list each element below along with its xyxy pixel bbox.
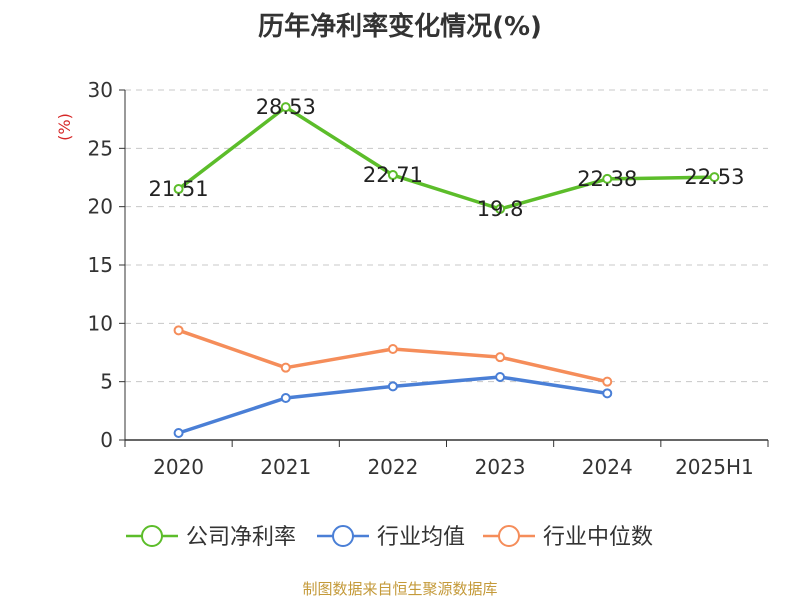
data-point xyxy=(709,172,720,183)
y-tick-label: 15 xyxy=(88,253,113,277)
data-point xyxy=(173,184,184,195)
legend: 公司净利率 行业均值 行业中位数 xyxy=(126,525,653,550)
legend-marker xyxy=(141,525,163,547)
series-layer xyxy=(173,102,720,438)
y-tick-label: 10 xyxy=(88,311,113,335)
series-line xyxy=(178,328,608,384)
data-label: 22.38 xyxy=(577,167,637,191)
x-tick-label: 2023 xyxy=(475,455,526,479)
data-point xyxy=(495,372,506,382)
y-tick-label: 30 xyxy=(88,78,113,102)
source-note: 制图数据来自恒生聚源数据库 xyxy=(302,580,498,598)
x-tick-label: 2021 xyxy=(260,455,311,479)
y-tick-label: 5 xyxy=(100,370,113,394)
data-point xyxy=(495,204,506,214)
y-tick-label: 20 xyxy=(88,195,113,219)
data-point xyxy=(173,325,184,336)
y-axis-title: (%) xyxy=(55,113,74,141)
x-tick-label: 2020 xyxy=(153,455,204,479)
y-tick-label: 25 xyxy=(88,136,113,160)
data-label-layer: 21.51 28.53 22.71 19.8 22.38 22.53 xyxy=(149,95,745,221)
legend-label: 行业均值 xyxy=(377,525,465,550)
legend-item: 公司净利率 xyxy=(126,525,296,550)
legend-item: 行业中位数 xyxy=(483,525,653,550)
data-label: 22.53 xyxy=(684,165,744,189)
x-tick-label: 2022 xyxy=(367,455,418,479)
legend-item: 行业均值 xyxy=(317,525,465,550)
data-point xyxy=(495,352,506,363)
data-label: 22.71 xyxy=(363,163,423,187)
data-point xyxy=(602,376,613,387)
x-tick-label: 2025H1 xyxy=(675,455,754,479)
data-point xyxy=(280,362,291,373)
data-label: 28.53 xyxy=(256,95,316,119)
data-point xyxy=(280,102,291,113)
legend-marker xyxy=(498,525,520,547)
legend-label: 公司净利率 xyxy=(186,525,296,550)
data-point xyxy=(387,344,398,354)
axis-layer: 0 5 10 15 20 25 30 (%) 2020 2021 2022 2023 2024 2025H… xyxy=(55,78,769,479)
data-point xyxy=(173,428,184,438)
data-point xyxy=(387,381,398,392)
data-label: 21.51 xyxy=(149,177,209,201)
data-point xyxy=(387,170,398,181)
data-label: 19.8 xyxy=(477,197,524,221)
chart-title: 历年净利率变化情况(%) xyxy=(258,12,542,42)
x-tick-label: 2024 xyxy=(582,455,633,479)
data-point xyxy=(280,393,291,403)
grid-layer xyxy=(125,89,768,383)
legend-marker xyxy=(332,525,354,547)
series-line xyxy=(177,105,715,211)
y-tick-label: 0 xyxy=(100,428,113,452)
data-point xyxy=(602,388,613,399)
legend-label: 行业中位数 xyxy=(543,525,653,550)
data-point xyxy=(602,173,613,184)
